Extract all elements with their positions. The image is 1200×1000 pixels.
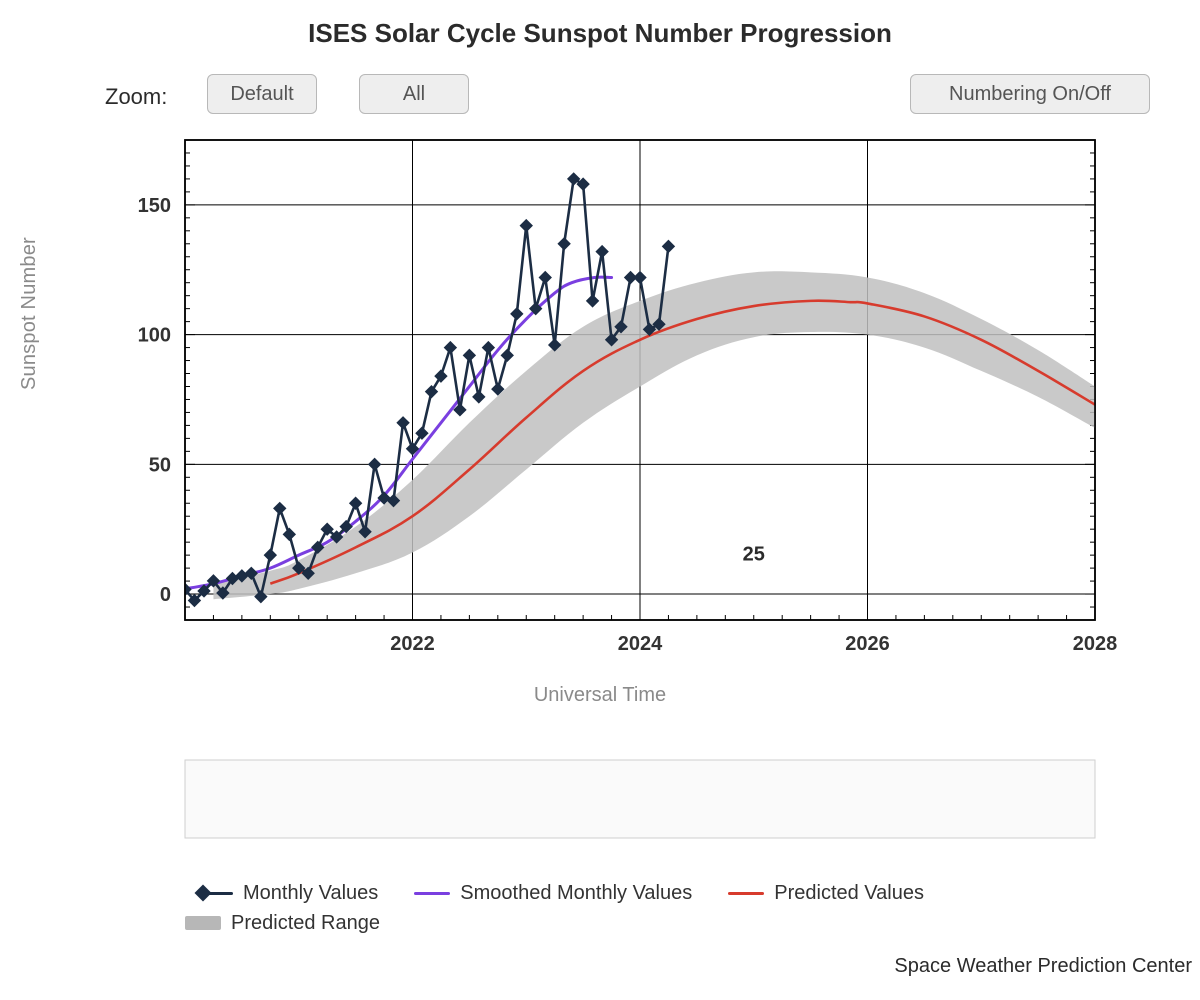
diamond-marker-icon bbox=[195, 885, 212, 902]
y-tick-label: 150 bbox=[138, 195, 171, 217]
legend-monthly-label: Monthly Values bbox=[243, 882, 378, 905]
legend-predicted[interactable]: Predicted Values bbox=[728, 882, 924, 905]
legend: Monthly Values Smoothed Monthly Values P… bbox=[185, 878, 924, 938]
numbering-toggle-button[interactable]: Numbering On/Off bbox=[910, 74, 1150, 114]
legend-smoothed-label: Smoothed Monthly Values bbox=[460, 882, 692, 905]
legend-range-label: Predicted Range bbox=[231, 912, 380, 935]
cycle-number-label: 25 bbox=[743, 543, 765, 565]
chart-title: ISES Solar Cycle Sunspot Number Progress… bbox=[0, 18, 1200, 49]
y-tick-label: 0 bbox=[160, 584, 171, 606]
legend-predicted-line-icon bbox=[728, 892, 764, 895]
attribution: Space Weather Prediction Center bbox=[894, 955, 1192, 978]
zoom-label: Zoom: bbox=[105, 84, 167, 110]
x-tick-label: 2028 bbox=[1073, 633, 1118, 655]
y-tick-label: 100 bbox=[138, 325, 171, 347]
zoom-all-button[interactable]: All bbox=[359, 74, 469, 114]
zoom-default-button[interactable]: Default bbox=[207, 74, 317, 114]
x-axis-label: Universal Time bbox=[0, 684, 1200, 707]
chart-container: ISES Solar Cycle Sunspot Number Progress… bbox=[0, 0, 1200, 1000]
x-tick-label: 2024 bbox=[618, 633, 663, 655]
navigator[interactable] bbox=[185, 760, 1095, 838]
legend-range-band-icon bbox=[185, 916, 221, 930]
legend-smoothed[interactable]: Smoothed Monthly Values bbox=[414, 882, 692, 905]
y-tick-label: 50 bbox=[149, 454, 171, 476]
legend-smoothed-line-icon bbox=[414, 892, 450, 895]
x-tick-label: 2022 bbox=[390, 633, 435, 655]
chart-svg: 0 50 100 150 2022 2024 2026 2028 25 bbox=[0, 0, 1200, 1000]
legend-range[interactable]: Predicted Range bbox=[185, 912, 380, 935]
legend-predicted-label: Predicted Values bbox=[774, 882, 924, 905]
y-axis-label: Sunspot Number bbox=[18, 237, 41, 390]
legend-monthly[interactable]: Monthly Values bbox=[185, 882, 378, 905]
x-tick-label: 2026 bbox=[845, 633, 890, 655]
chart-controls: Zoom: Default All Numbering On/Off bbox=[105, 70, 1150, 118]
